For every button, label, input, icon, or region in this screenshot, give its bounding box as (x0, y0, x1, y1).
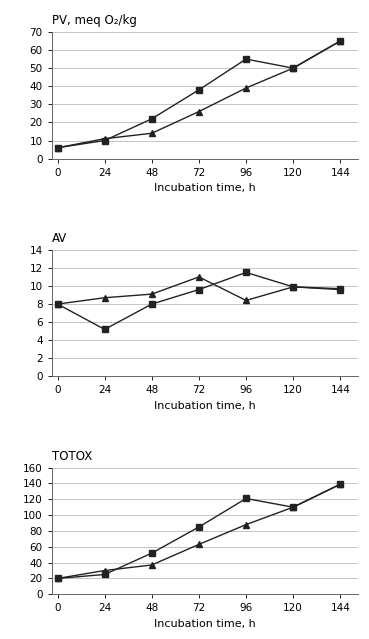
X-axis label: Incubation time, h: Incubation time, h (154, 401, 256, 411)
Text: TOTOX: TOTOX (52, 450, 92, 463)
X-axis label: Incubation time, h: Incubation time, h (154, 619, 256, 629)
Text: AV: AV (52, 232, 67, 245)
X-axis label: Incubation time, h: Incubation time, h (154, 183, 256, 193)
Text: PV, meq O₂/kg: PV, meq O₂/kg (52, 14, 137, 27)
